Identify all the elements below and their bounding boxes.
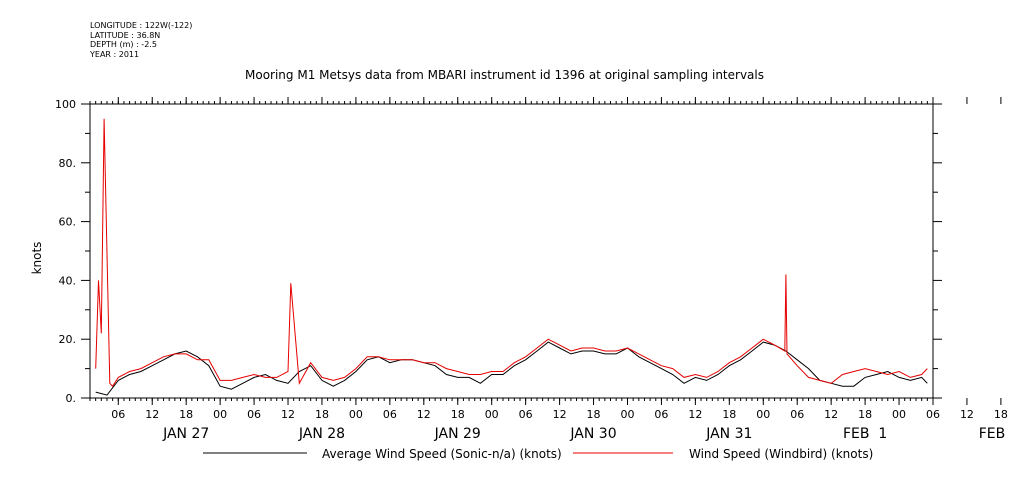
x-tick-label: 12 xyxy=(960,408,974,421)
x-tick-label: 18 xyxy=(858,408,872,421)
series-line-1 xyxy=(95,341,928,396)
x-tick-label: 06 xyxy=(247,408,261,421)
x-tick-label: 18 xyxy=(179,408,193,421)
x-tick-label: 00 xyxy=(349,408,363,421)
x-tick-label: 18 xyxy=(722,408,736,421)
x-day-label: FEB 2 xyxy=(979,426,1009,442)
x-tick-label: 12 xyxy=(145,408,159,421)
y-tick-label: 80. xyxy=(59,157,77,170)
plot-frame xyxy=(89,103,934,399)
year-label: YEAR : 2011 xyxy=(90,49,140,59)
legend-label-2: Wind Speed (Windbird) (knots) xyxy=(689,447,873,461)
metadata-block: LONGITUDE : 122W(-122) LATITUDE : 36.8N … xyxy=(90,21,192,59)
x-day-label: JAN 29 xyxy=(434,426,481,442)
series-line-2 xyxy=(95,118,928,388)
y-tick-label: 100 xyxy=(55,98,76,111)
x-tick-label: 00 xyxy=(485,408,499,421)
latitude-label: LATITUDE : 36.8N xyxy=(90,30,161,40)
x-tick-label: 12 xyxy=(824,408,838,421)
y-tick-label: 40. xyxy=(59,274,77,287)
x-day-label: JAN 31 xyxy=(705,426,752,442)
y-tick-label: 20. xyxy=(59,333,77,346)
depth-label: DEPTH (m) : -2.5 xyxy=(90,40,157,49)
x-tick-label: 18 xyxy=(315,408,329,421)
y-tick-label: 60. xyxy=(59,216,77,229)
x-day-label: FEB 1 xyxy=(843,426,887,442)
x-tick-label: 18 xyxy=(587,408,601,421)
x-tick-label: 00 xyxy=(892,408,906,421)
x-tick-label: 00 xyxy=(620,408,634,421)
x-tick-label: 06 xyxy=(926,408,940,421)
longitude-label: LONGITUDE : 122W(-122) xyxy=(90,21,193,30)
legend: Average Wind Speed (Sonic-n/a) (knots) Wi… xyxy=(203,447,873,461)
x-tick-label: 06 xyxy=(519,408,533,421)
chart-title: Mooring M1 Metsys data from MBARI instru… xyxy=(245,68,764,82)
x-tick-label: 18 xyxy=(994,408,1008,421)
x-tick-label: 00 xyxy=(756,408,770,421)
x-tick-label: 12 xyxy=(417,408,431,421)
x-tick-label: 06 xyxy=(654,408,668,421)
x-tick-label: 12 xyxy=(281,408,295,421)
x-tick-label: 12 xyxy=(553,408,567,421)
series-layer xyxy=(95,118,928,396)
x-tick-label: 06 xyxy=(383,408,397,421)
x-tick-label: 18 xyxy=(451,408,465,421)
x-day-label: JAN 28 xyxy=(298,426,345,442)
y-tick-label: 0. xyxy=(66,392,77,405)
axes: 0. 20. 40. 60. 80. 100 06 12 18 00 06 12 18 00 06 12 18 0… xyxy=(55,97,1009,442)
x-day-label: JAN 27 xyxy=(162,426,209,442)
legend-label-1: Average Wind Speed (Sonic-n/a) (knots) xyxy=(322,447,562,461)
x-tick-label: 06 xyxy=(111,408,125,421)
x-tick-label: 06 xyxy=(790,408,804,421)
x-tick-label: 12 xyxy=(688,408,702,421)
x-day-label: JAN 30 xyxy=(569,426,616,442)
x-tick-label: 00 xyxy=(213,408,227,421)
